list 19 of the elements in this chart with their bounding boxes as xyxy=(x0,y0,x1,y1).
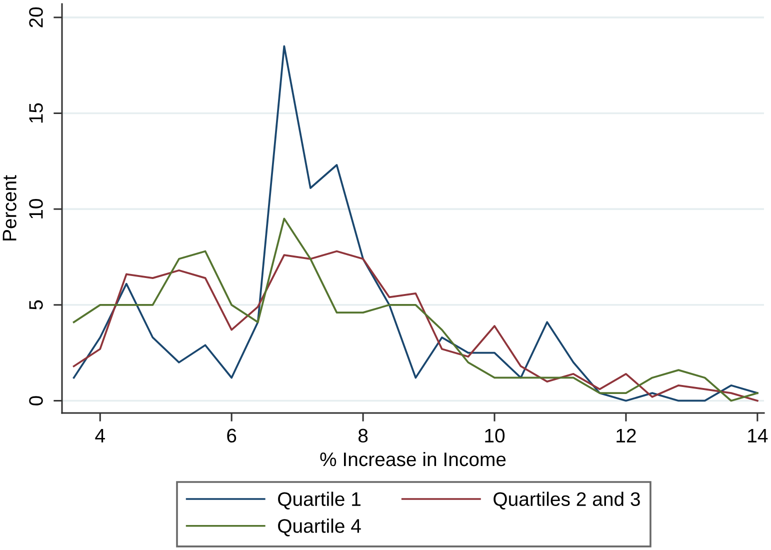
legend-label: Quartile 4 xyxy=(278,518,361,536)
y-axis-title: Percent xyxy=(2,175,16,240)
legend-label: Quartiles 2 and 3 xyxy=(494,492,640,510)
y-tick-label: 10 xyxy=(29,199,43,218)
line-series xyxy=(72,218,758,402)
x-tick-label: 12 xyxy=(616,428,636,442)
x-tick-label: 8 xyxy=(358,428,368,443)
x-tick-label: 4 xyxy=(95,428,105,442)
line-series xyxy=(72,250,758,402)
y-tick-label: 0 xyxy=(29,396,43,406)
x-axis-title: % Increase in Income xyxy=(320,452,506,466)
y-tick-label: 5 xyxy=(29,300,43,310)
x-tick-label: 10 xyxy=(485,428,505,443)
y-tick-label: 15 xyxy=(29,103,43,123)
line-series xyxy=(72,45,758,402)
y-tick-label: 20 xyxy=(29,7,43,28)
x-tick-label: 14 xyxy=(748,428,768,442)
legend-label: Quartile 1 xyxy=(278,492,360,510)
x-tick-label: 6 xyxy=(227,428,236,443)
